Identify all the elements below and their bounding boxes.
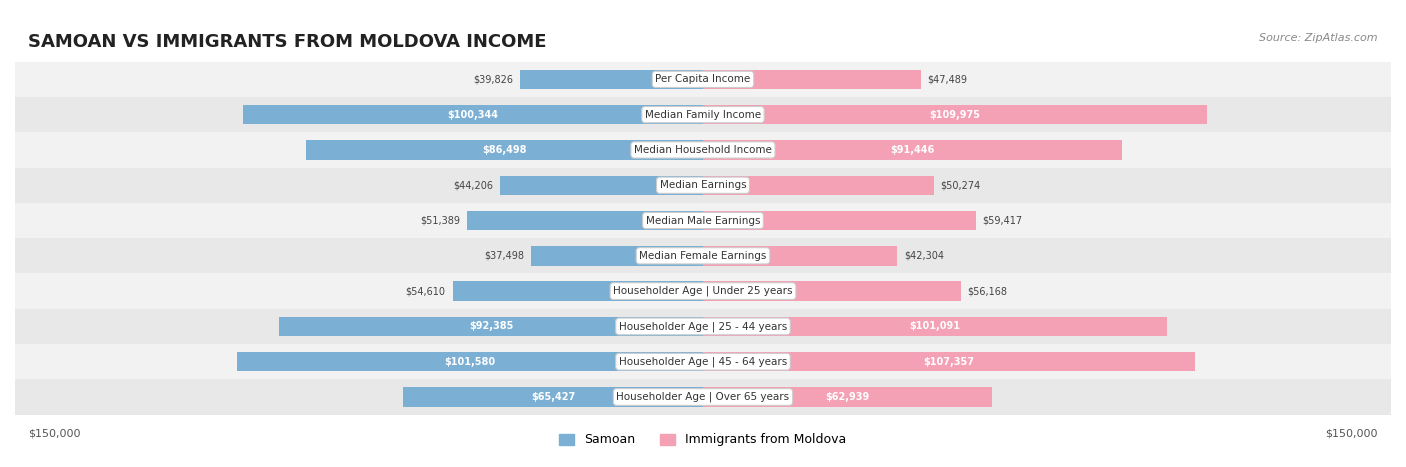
Text: $62,939: $62,939 [825,392,869,402]
Bar [15,379,1391,415]
Text: $101,091: $101,091 [910,321,960,332]
Bar [703,282,960,301]
Bar [703,176,934,195]
Bar [15,344,1391,379]
Text: $39,826: $39,826 [474,74,513,85]
Text: Median Family Income: Median Family Income [645,110,761,120]
Bar [15,132,1391,168]
Bar [15,168,1391,203]
Text: $44,206: $44,206 [453,180,494,190]
Text: Median Earnings: Median Earnings [659,180,747,190]
Bar [15,203,1391,238]
Bar [531,246,703,266]
Text: $91,446: $91,446 [890,145,935,155]
Bar [703,105,1208,124]
Bar [243,105,703,124]
Text: Median Male Earnings: Median Male Earnings [645,216,761,226]
Text: $150,000: $150,000 [28,429,80,439]
Text: Householder Age | Under 25 years: Householder Age | Under 25 years [613,286,793,297]
Text: $107,357: $107,357 [924,357,974,367]
Text: $47,489: $47,489 [928,74,967,85]
Bar [703,246,897,266]
Bar [15,274,1391,309]
Bar [15,238,1391,274]
Text: $65,427: $65,427 [531,392,575,402]
Text: Householder Age | 25 - 44 years: Householder Age | 25 - 44 years [619,321,787,332]
Bar [703,352,1195,371]
Text: $109,975: $109,975 [929,110,981,120]
Bar [703,211,976,230]
Text: $37,498: $37,498 [484,251,524,261]
Bar [703,387,991,407]
Text: Source: ZipAtlas.com: Source: ZipAtlas.com [1260,33,1378,42]
Bar [404,387,703,407]
Bar [520,70,703,89]
Text: Median Female Earnings: Median Female Earnings [640,251,766,261]
Text: $42,304: $42,304 [904,251,943,261]
Text: $59,417: $59,417 [983,216,1022,226]
Text: $50,274: $50,274 [941,180,981,190]
Text: SAMOAN VS IMMIGRANTS FROM MOLDOVA INCOME: SAMOAN VS IMMIGRANTS FROM MOLDOVA INCOME [28,33,547,51]
Bar [280,317,703,336]
Bar [15,309,1391,344]
Text: $92,385: $92,385 [470,321,513,332]
Text: $56,168: $56,168 [967,286,1008,296]
Text: $101,580: $101,580 [444,357,495,367]
Bar [467,211,703,230]
Bar [703,140,1122,160]
Bar [15,62,1391,97]
Text: $54,610: $54,610 [406,286,446,296]
Bar [501,176,703,195]
Bar [703,317,1167,336]
Legend: Samoan, Immigrants from Moldova: Samoan, Immigrants from Moldova [554,428,852,452]
Bar [238,352,703,371]
Text: $100,344: $100,344 [447,110,498,120]
Bar [453,282,703,301]
Text: Median Household Income: Median Household Income [634,145,772,155]
Text: $150,000: $150,000 [1326,429,1378,439]
Text: Householder Age | 45 - 64 years: Householder Age | 45 - 64 years [619,356,787,367]
Bar [703,70,921,89]
Text: Householder Age | Over 65 years: Householder Age | Over 65 years [616,392,790,402]
Text: $86,498: $86,498 [482,145,527,155]
Bar [15,97,1391,132]
Text: $51,389: $51,389 [420,216,460,226]
Text: Per Capita Income: Per Capita Income [655,74,751,85]
Bar [307,140,703,160]
